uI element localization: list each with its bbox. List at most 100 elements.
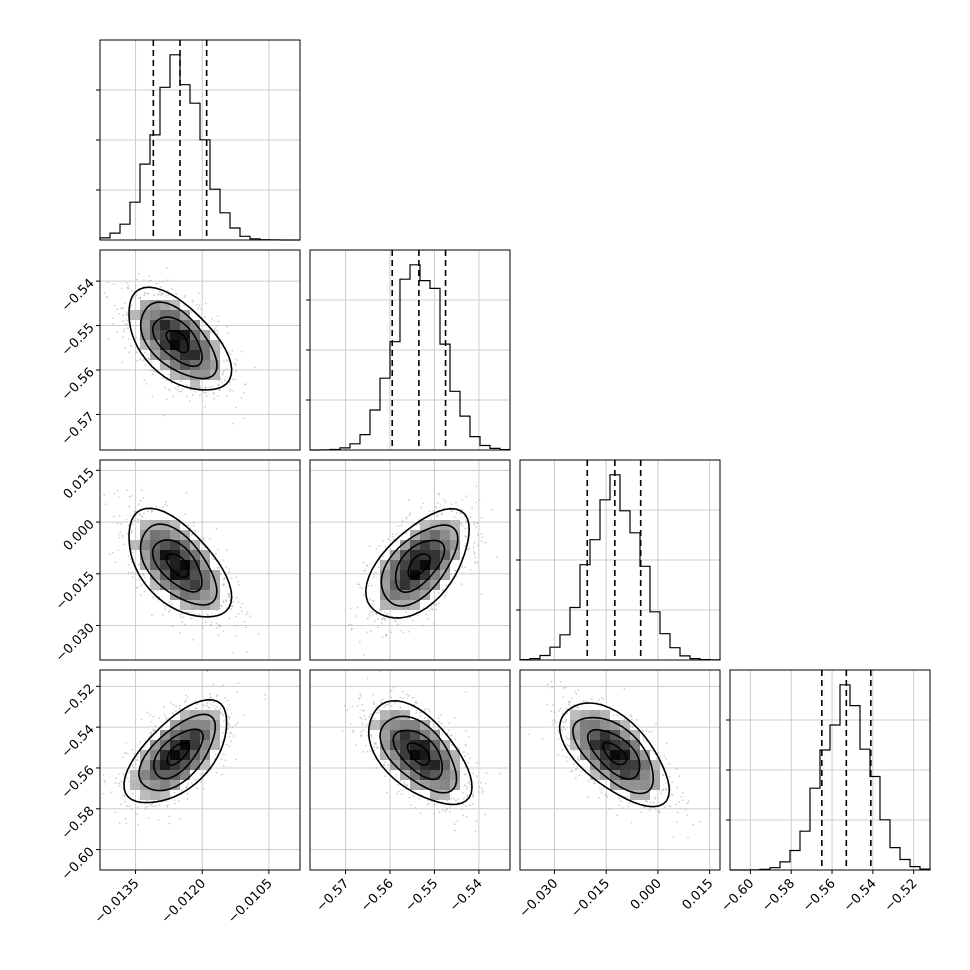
contour-line [364,507,471,619]
scatter-point [455,799,457,802]
scatter-point [596,701,599,704]
density-cell [160,540,170,550]
scatter-point [187,783,189,785]
scatter-point [659,756,661,758]
scatter-point [122,314,124,317]
density-cell [450,530,460,540]
scatter-point [139,741,142,744]
density-cell [410,770,420,780]
scatter-point [146,292,149,295]
scatter-point [357,583,360,586]
density-panel-3-0: −0.60−0.58−0.56−0.54−0.52 [59,669,301,883]
scatter-point [214,707,217,710]
scatter-point [166,267,168,270]
scatter-point [369,713,372,716]
scatter-point [225,359,228,361]
scatter-point [461,508,464,511]
density-cell [170,530,180,540]
density-cell [140,310,150,320]
scatter-point [361,703,364,706]
scatter-point [620,717,623,720]
x-tick-label: −0.60 [718,876,757,915]
density-cell [430,570,440,580]
scatter-point [646,800,649,803]
scatter-point [235,576,238,579]
scatter-point [177,385,180,388]
density-cell [410,740,420,750]
density-cell [450,520,460,530]
density-cell [140,540,150,550]
scatter-point [630,715,633,718]
density-cell [590,740,600,750]
density-frame [309,669,511,871]
density-cell [430,530,440,540]
scatter-point [193,525,195,527]
scatter-point [189,527,192,529]
scatter-point [226,332,229,334]
scatter-point [127,327,129,330]
scatter-point [225,549,228,552]
scatter-point [356,606,359,609]
scatter-point [476,522,479,525]
scatter-point [222,684,224,686]
density-frame [99,249,301,451]
scatter-point [222,731,224,734]
scatter-point [370,734,373,737]
scatter-point [122,773,125,776]
scatter-point [185,492,188,494]
scatter-point [218,625,221,627]
scatter-point [211,385,214,388]
scatter-point [661,789,664,792]
scatter-point [678,801,680,804]
scatter-point [564,728,567,731]
scatter-point [576,706,579,709]
scatter-point [114,782,117,784]
scatter-point [230,353,232,356]
scatter-point [362,593,365,596]
scatter-point [676,786,678,789]
scatter-point [461,791,464,794]
density-cell [200,340,210,350]
scatter-point [143,351,146,354]
density-cell [430,770,440,780]
scatter-point [122,320,125,323]
scatter-point [456,746,459,748]
scatter-point [481,787,483,790]
scatter-point [190,311,193,313]
scatter-point [469,568,472,571]
x-tick-label: −0.54 [841,876,880,915]
scatter-point [631,718,633,721]
scatter-point [621,807,624,809]
scatter-point [163,714,166,716]
scatter-point [395,533,398,536]
scatter-point [454,738,457,741]
scatter-point [361,723,364,725]
density-cell [600,750,610,760]
density-cell [170,570,180,580]
scatter-point [224,696,226,699]
scatter-point [562,696,565,698]
scatter-point [229,607,232,610]
scatter-point [575,767,578,770]
scatter-point [407,498,410,501]
scatter-point [144,806,147,808]
scatter-point [166,504,168,507]
scatter-point [389,770,391,772]
density-cell [430,730,440,740]
scatter-point [184,294,187,297]
density-cell [130,770,140,780]
scatter-point [157,293,159,296]
scatter-point [368,715,371,718]
density-cell [580,740,590,750]
scatter-point [359,692,361,695]
scatter-point [369,750,372,752]
scatter-point [362,561,365,564]
scatter-point [425,613,428,615]
scatter-point [528,733,530,736]
scatter-point [361,709,364,712]
scatter-point [456,820,459,822]
density-cell [450,770,460,780]
scatter-point [438,492,440,495]
density-plot-area [310,460,510,660]
scatter-point [412,696,414,699]
